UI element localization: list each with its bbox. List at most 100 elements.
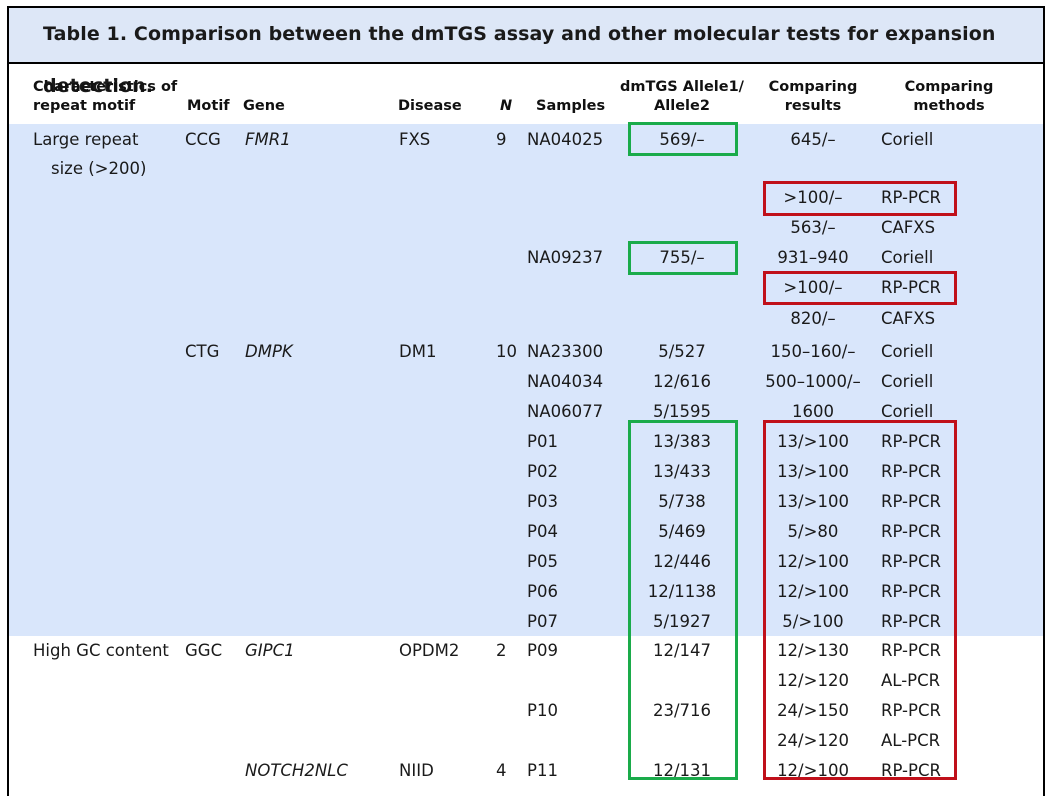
row-result: >100/– bbox=[783, 278, 843, 297]
row-dmtgs: 12/616 bbox=[652, 372, 712, 391]
header-characteristics-line2: repeat motif bbox=[33, 98, 136, 114]
row-dmtgs: 23/716 bbox=[652, 701, 712, 720]
row-method: RP-PCR bbox=[881, 522, 941, 541]
header-disease: Disease bbox=[398, 98, 462, 114]
row-sample: P11 bbox=[527, 761, 558, 780]
row-sample: P02 bbox=[527, 462, 558, 481]
red-highlight-box-na04025-rppcr bbox=[763, 181, 957, 216]
gene-disease: FXS bbox=[399, 130, 431, 149]
gene-n: 2 bbox=[496, 641, 507, 660]
red-highlight-box-patients bbox=[763, 420, 957, 780]
row-result: 12/>100 bbox=[777, 552, 849, 571]
green-highlight-box-patients bbox=[628, 420, 738, 780]
header-dmtgs-line2: Allele2 bbox=[654, 98, 710, 114]
row-sample: P04 bbox=[527, 522, 558, 541]
row-result: 13/>100 bbox=[777, 462, 849, 481]
row-method: RP-PCR bbox=[881, 701, 941, 720]
row-result: 13/>100 bbox=[777, 492, 849, 511]
row-dmtgs: 12/131 bbox=[652, 761, 712, 780]
table-title: Table 1. Comparison between the dmTGS as… bbox=[9, 8, 1043, 97]
header-comparing-results-line1: Comparing bbox=[768, 79, 858, 95]
gene-name: NOTCH2NLC bbox=[245, 761, 348, 780]
row-dmtgs: 12/1138 bbox=[647, 582, 717, 601]
group-characteristic-large-repeat-line2: size (>200) bbox=[51, 159, 147, 178]
row-sample: P10 bbox=[527, 701, 558, 720]
row-result: 500–1000/– bbox=[765, 372, 861, 391]
row-result: 1600 bbox=[792, 402, 834, 421]
row-sample: NA23300 bbox=[527, 342, 604, 361]
row-method: Coriell bbox=[881, 372, 934, 391]
green-highlight-box-na09237 bbox=[628, 241, 738, 275]
row-result: 12/>100 bbox=[777, 761, 849, 780]
green-highlight-box-na04025 bbox=[628, 122, 738, 156]
row-method: RP-PCR bbox=[881, 432, 941, 451]
header-comparing-methods-line2: methods bbox=[913, 98, 985, 114]
row-result: 931–940 bbox=[777, 248, 849, 267]
row-method: RP-PCR bbox=[881, 552, 941, 571]
gene-n: 10 bbox=[496, 342, 517, 361]
header-n: N bbox=[500, 98, 513, 114]
red-highlight-box-na09237-rppcr bbox=[763, 271, 957, 305]
row-sample: NA04025 bbox=[527, 130, 604, 149]
row-method: CAFXS bbox=[881, 218, 936, 237]
row-sample: NA09237 bbox=[527, 248, 604, 267]
gene-name: FMR1 bbox=[245, 130, 291, 149]
row-sample: NA04034 bbox=[527, 372, 604, 391]
gene-disease: DM1 bbox=[399, 342, 437, 361]
row-dmtgs: 569/– bbox=[659, 130, 705, 149]
group-characteristic-high-gc: High GC content bbox=[33, 641, 169, 660]
gene-n: 4 bbox=[496, 761, 507, 780]
row-sample: P05 bbox=[527, 552, 558, 571]
row-method: RP-PCR bbox=[881, 492, 941, 511]
gene-name: GIPC1 bbox=[245, 641, 295, 660]
row-result: 820/– bbox=[790, 309, 836, 328]
table-frame: Table 1. Comparison between the dmTGS as… bbox=[7, 6, 1045, 796]
row-dmtgs: 12/147 bbox=[652, 641, 712, 660]
row-dmtgs: 5/469 bbox=[658, 522, 706, 541]
row-sample: P01 bbox=[527, 432, 558, 451]
row-method: Coriell bbox=[881, 402, 934, 421]
row-result: >100/– bbox=[783, 188, 843, 207]
gene-name: DMPK bbox=[245, 342, 293, 361]
row-dmtgs: 13/433 bbox=[652, 462, 712, 481]
row-method: Coriell bbox=[881, 130, 934, 149]
group-characteristic-large-repeat: Large repeat bbox=[33, 130, 139, 149]
row-sample: P09 bbox=[527, 641, 558, 660]
header-comparing-results-line2: results bbox=[784, 98, 842, 114]
row-result: 150–160/– bbox=[770, 342, 856, 361]
header-comparing-methods-line1: Comparing bbox=[904, 79, 994, 95]
row-method: RP-PCR bbox=[881, 278, 941, 297]
header-dmtgs-line1: dmTGS Allele1/ bbox=[620, 79, 744, 95]
header-characteristics-line1: Characteristics of bbox=[33, 79, 178, 95]
row-dmtgs: 5/1927 bbox=[652, 612, 712, 631]
header-gene: Gene bbox=[243, 98, 285, 114]
row-sample: P06 bbox=[527, 582, 558, 601]
row-dmtgs: 5/527 bbox=[658, 342, 706, 361]
row-dmtgs: 13/383 bbox=[652, 432, 712, 451]
row-sample: P03 bbox=[527, 492, 558, 511]
row-result: 24/>150 bbox=[777, 701, 849, 720]
header-samples: Samples bbox=[536, 98, 606, 114]
row-method: RP-PCR bbox=[881, 188, 941, 207]
row-result: 24/>120 bbox=[777, 731, 849, 750]
row-result: 645/– bbox=[790, 130, 836, 149]
row-result: 5/>80 bbox=[787, 522, 839, 541]
row-sample: NA06077 bbox=[527, 402, 604, 421]
row-method: RP-PCR bbox=[881, 462, 941, 481]
row-dmtgs: 755/– bbox=[659, 248, 705, 267]
row-result: 12/>120 bbox=[777, 671, 849, 690]
row-dmtgs: 5/1595 bbox=[652, 402, 712, 421]
row-dmtgs: 12/446 bbox=[652, 552, 712, 571]
row-method: RP-PCR bbox=[881, 582, 941, 601]
row-result: 5/>100 bbox=[782, 612, 844, 631]
row-method: RP-PCR bbox=[881, 612, 941, 631]
gene-motif: CCG bbox=[185, 130, 221, 149]
row-dmtgs: 5/738 bbox=[658, 492, 706, 511]
gene-motif: GGC bbox=[185, 641, 223, 660]
shaded-band-large-repeat bbox=[9, 124, 1043, 636]
gene-motif: CTG bbox=[185, 342, 220, 361]
row-result: 563/– bbox=[790, 218, 836, 237]
row-result: 12/>130 bbox=[777, 641, 849, 660]
row-result: 12/>100 bbox=[777, 582, 849, 601]
gene-disease: NIID bbox=[399, 761, 434, 780]
